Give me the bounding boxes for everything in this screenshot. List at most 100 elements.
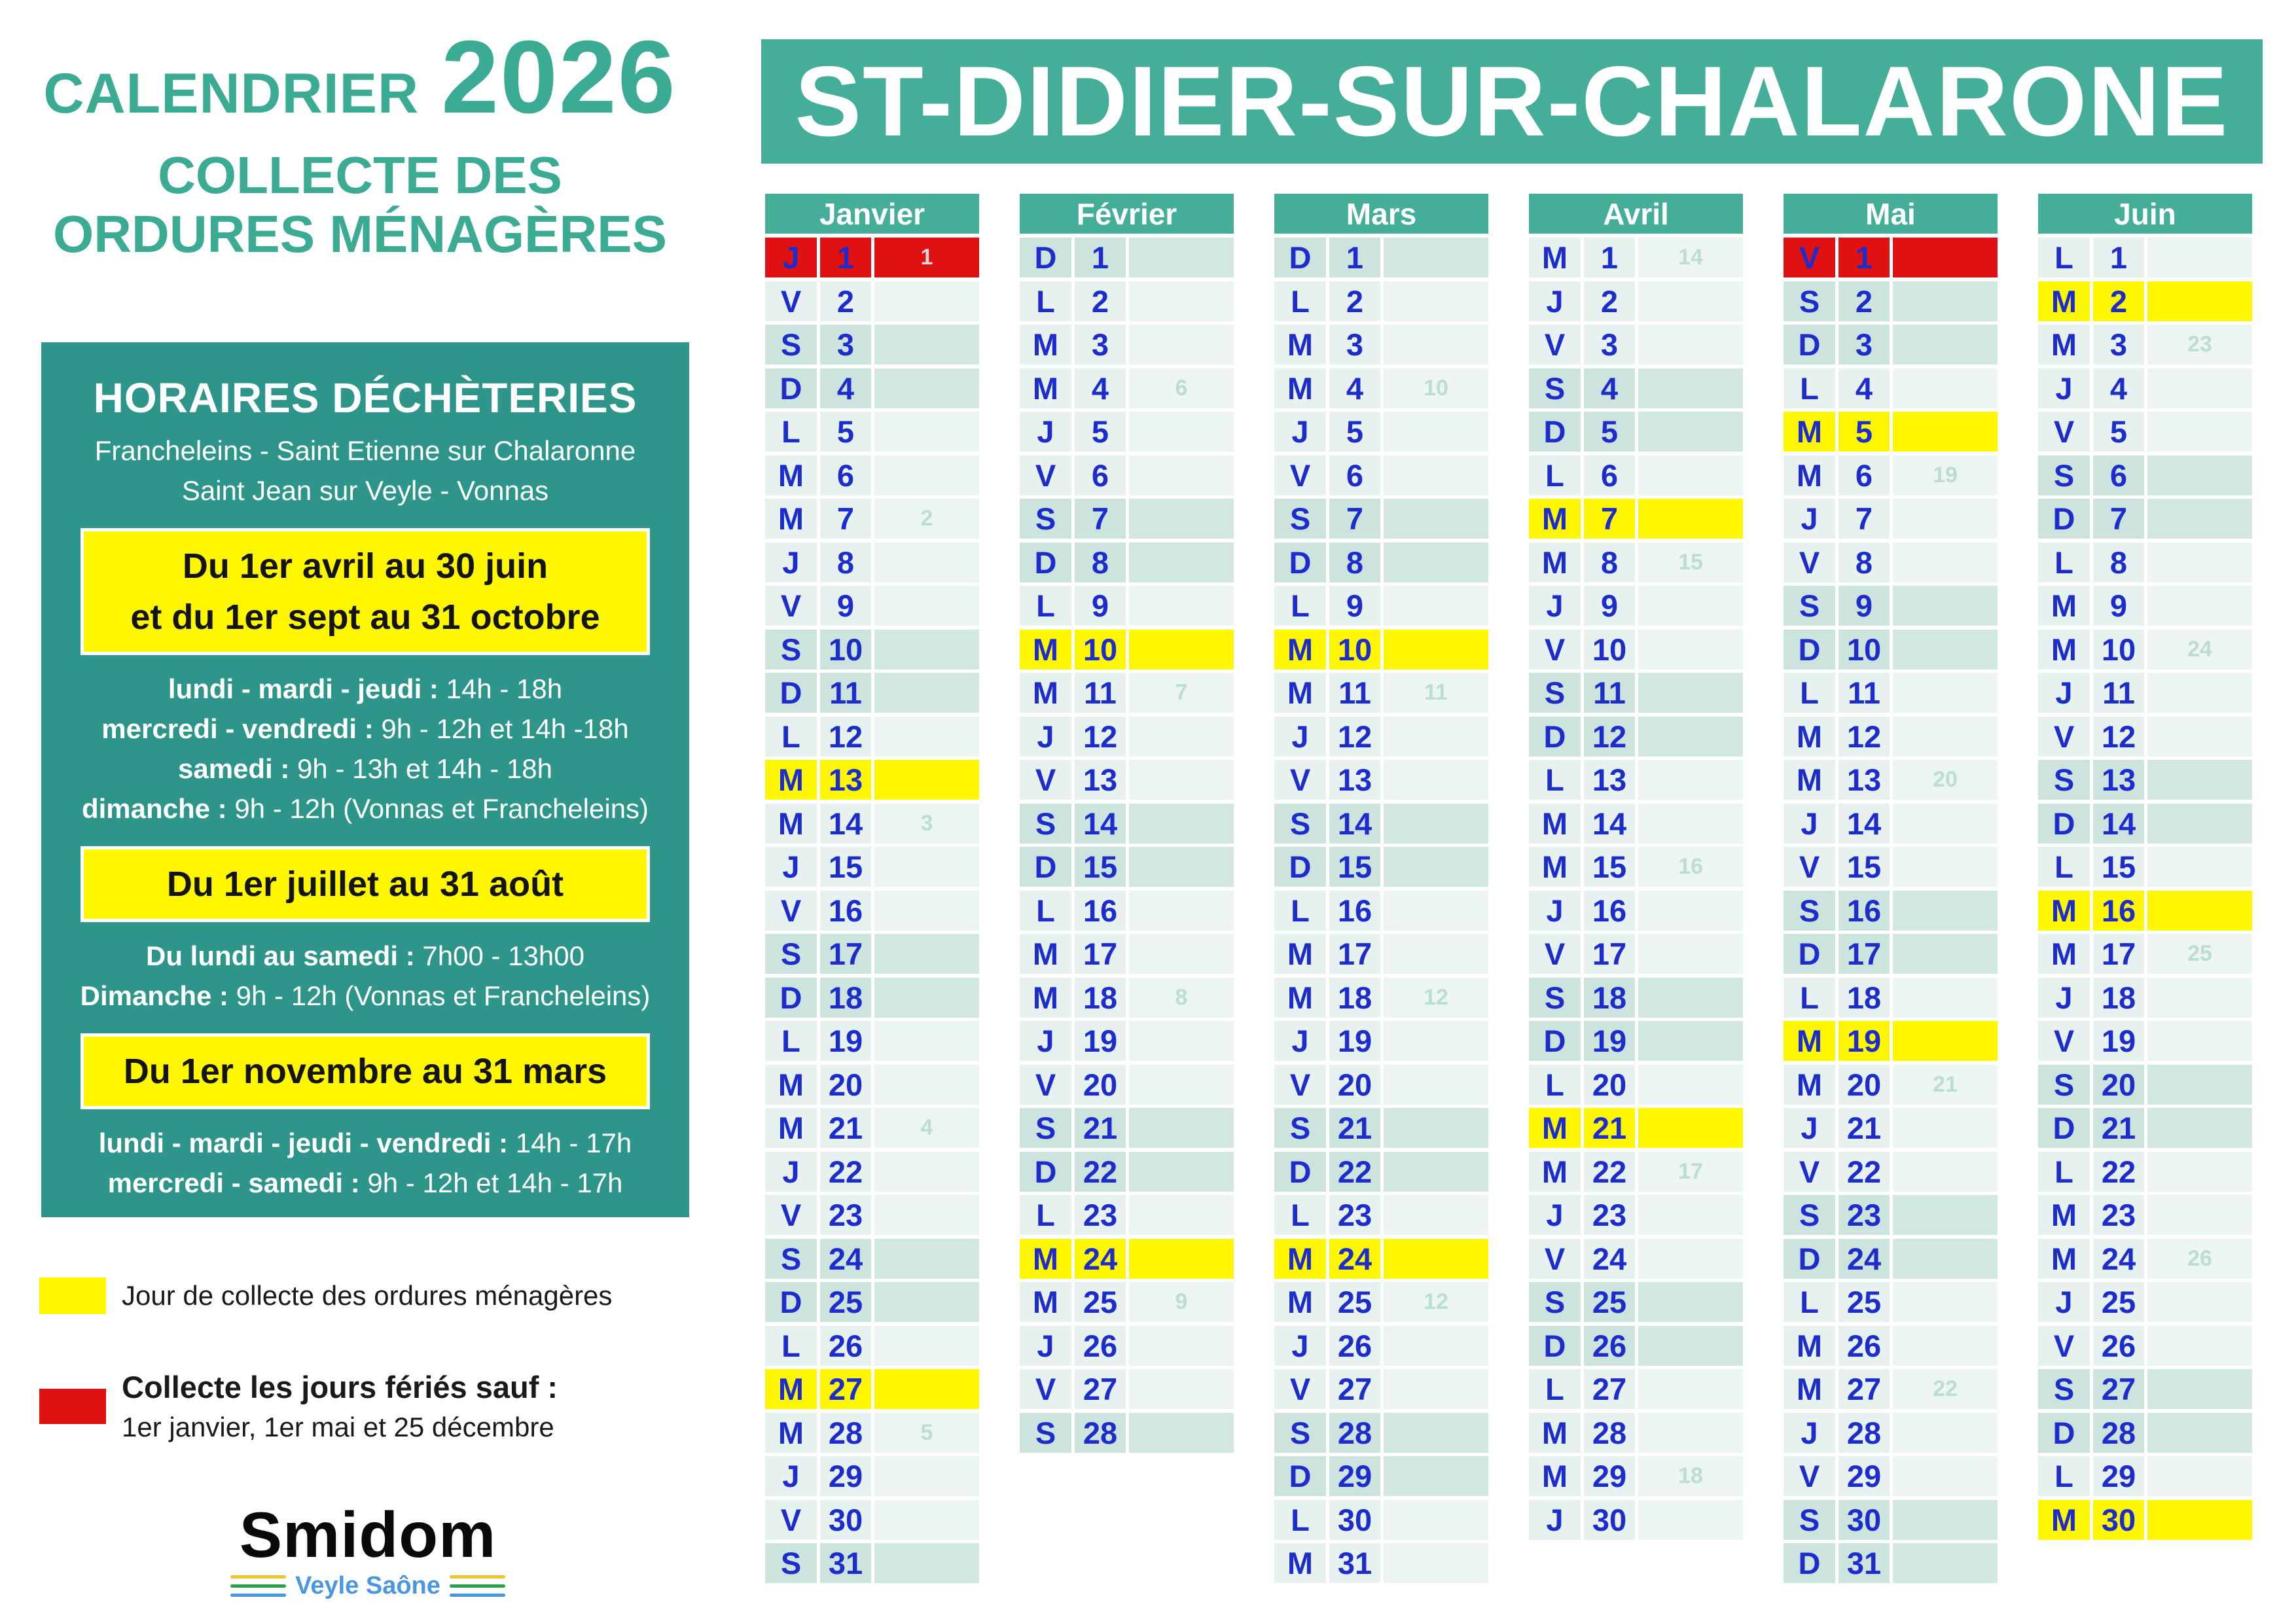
day-letter-cell: J — [1020, 1325, 1071, 1366]
week-number-cell — [1893, 977, 1998, 1018]
month-column-juin: Juin L 1 M 2 M 3 23 J 4 V 5 S 6 D 7 L 8 M 9 M 10 24 J 11 V 12 S 13 D 1… — [2038, 194, 2252, 1543]
schedule-line: samedi : 9h - 13h et 14h - 18h — [41, 749, 689, 789]
day-row: V 10 — [1529, 629, 1743, 669]
day-row: M 10 — [1274, 629, 1488, 669]
day-number-cell: 3 — [1839, 325, 1890, 365]
month-header: Mai — [1784, 194, 1998, 234]
day-letter-cell: V — [1274, 1064, 1326, 1105]
day-letter-cell: V — [2038, 412, 2090, 452]
day-number-cell: 22 — [1839, 1151, 1890, 1192]
week-number-cell — [2147, 542, 2252, 582]
day-number-cell: 26 — [1075, 1325, 1126, 1366]
week-number-cell — [2147, 716, 2252, 757]
week-number-cell — [1893, 586, 1998, 626]
day-letter-cell: L — [1529, 1064, 1581, 1105]
day-number-cell: 1 — [1584, 238, 1635, 277]
schedule-line: lundi - mardi - jeudi : 14h - 18h — [41, 669, 689, 709]
legend-holiday: Collecte les jours fériés sauf : 1er jan… — [39, 1369, 558, 1443]
day-number-cell: 19 — [1075, 1021, 1126, 1061]
day-number-cell: 23 — [820, 1195, 871, 1235]
day-row: S 23 — [1784, 1195, 1998, 1235]
week-number-cell — [1893, 325, 1998, 365]
day-row: M 11 11 — [1274, 673, 1488, 713]
day-number-cell: 20 — [1075, 1064, 1126, 1105]
day-row: M 17 — [1020, 934, 1234, 974]
schedule-line-hours: 9h - 12h (Vonnas et Francheleins) — [228, 980, 651, 1012]
day-number-cell: 1 — [820, 238, 871, 277]
day-letter-cell: S — [1020, 1108, 1071, 1148]
day-letter-cell: M — [765, 1108, 817, 1148]
period-banner-2: Du 1er juillet au 31 août — [81, 846, 650, 923]
day-letter-cell: J — [765, 542, 817, 582]
day-row: J 12 — [1020, 716, 1234, 757]
schedule-line-days: lundi - mardi - jeudi : — [168, 673, 439, 705]
title-block: CALENDRIER 2026 COLLECTE DES ORDURES MÉN… — [26, 18, 694, 264]
day-row: S 18 — [1529, 977, 1743, 1018]
week-number-cell: 16 — [1638, 847, 1743, 887]
day-letter-cell: J — [1020, 412, 1071, 452]
day-row: M 26 — [1784, 1325, 1998, 1366]
day-number-cell: 13 — [1075, 760, 1126, 800]
day-letter-cell: L — [1529, 1369, 1581, 1409]
day-row: M 21 4 — [765, 1108, 979, 1148]
week-number-cell — [1129, 412, 1234, 452]
day-letter-cell: S — [1529, 1282, 1581, 1322]
day-letter-cell: M — [1529, 1456, 1581, 1496]
day-letter-cell: M — [2038, 1238, 2090, 1279]
day-number-cell: 15 — [1584, 847, 1635, 887]
week-number-cell — [1384, 1195, 1488, 1235]
week-number-cell — [1893, 368, 1998, 408]
day-number-cell: 25 — [820, 1282, 871, 1322]
week-number-cell — [1384, 586, 1488, 626]
day-number-cell: 29 — [820, 1456, 871, 1496]
schedule-line-hours: 14h - 18h — [438, 673, 563, 705]
day-letter-cell: V — [1529, 1238, 1581, 1279]
day-letter-cell: L — [2038, 1151, 2090, 1192]
day-row: M 27 — [765, 1369, 979, 1409]
week-number-cell — [1893, 1499, 1998, 1540]
schedule-line-days: mercredi - vendredi : — [101, 713, 374, 745]
day-number-cell: 7 — [820, 499, 871, 539]
week-number-cell — [1384, 1456, 1488, 1496]
day-number-cell: 12 — [2093, 716, 2144, 757]
week-number-cell — [1384, 1499, 1488, 1540]
week-number-cell — [1384, 455, 1488, 495]
day-number-cell: 14 — [1839, 803, 1890, 844]
day-row: J 19 — [1274, 1021, 1488, 1061]
week-number-cell — [1129, 238, 1234, 277]
day-letter-cell: M — [1020, 977, 1071, 1018]
day-number-cell: 14 — [1329, 803, 1380, 844]
day-number-cell: 8 — [2093, 542, 2144, 582]
day-letter-cell: J — [1529, 586, 1581, 626]
day-number-cell: 19 — [2093, 1021, 2144, 1061]
week-number-cell: 12 — [1384, 1282, 1488, 1322]
week-number-cell — [1384, 716, 1488, 757]
week-number-cell — [1384, 1238, 1488, 1279]
day-number-cell: 21 — [1329, 1108, 1380, 1148]
day-row: D 17 — [1784, 934, 1998, 974]
week-number-cell: 26 — [2147, 1238, 2252, 1279]
week-number-cell — [2147, 847, 2252, 887]
day-letter-cell: M — [2038, 325, 2090, 365]
week-number-cell — [1638, 1499, 1743, 1540]
day-letter-cell: V — [765, 1499, 817, 1540]
week-number-cell — [1129, 586, 1234, 626]
day-letter-cell: S — [1784, 586, 1835, 626]
day-number-cell: 27 — [1839, 1369, 1890, 1409]
legend-yellow-label: Jour de collecte des ordures ménagères — [122, 1280, 613, 1311]
day-number-cell: 15 — [1075, 847, 1126, 887]
week-number-cell — [1638, 803, 1743, 844]
day-number-cell: 2 — [1584, 281, 1635, 321]
day-letter-cell: V — [2038, 1325, 2090, 1366]
day-row: M 31 — [1274, 1543, 1488, 1583]
day-number-cell: 4 — [1329, 368, 1380, 408]
week-number-cell — [874, 1021, 979, 1061]
week-number-cell — [1384, 1325, 1488, 1366]
week-number-cell — [1638, 412, 1743, 452]
schedule-line-days: mercredi - samedi : — [107, 1168, 360, 1199]
